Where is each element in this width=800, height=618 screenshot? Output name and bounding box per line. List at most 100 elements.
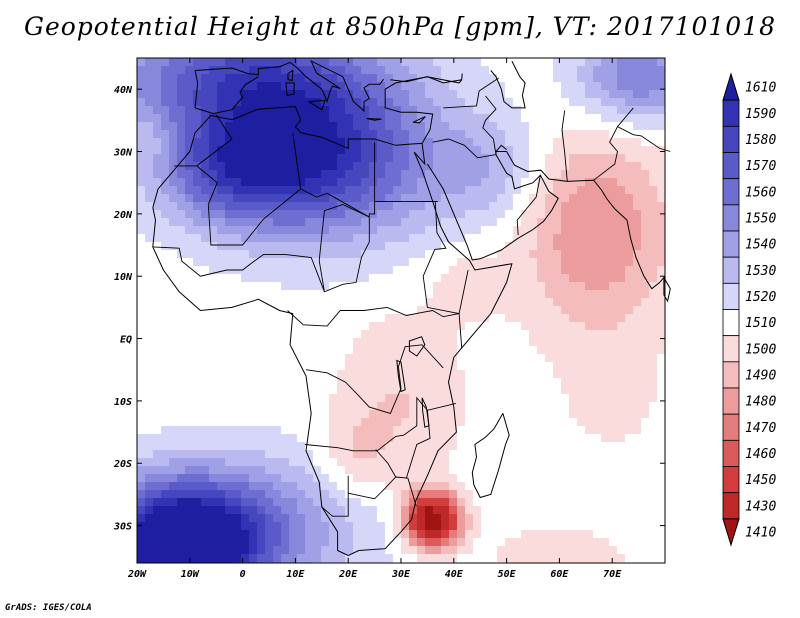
field-cell <box>537 322 545 330</box>
field-cell <box>425 554 433 562</box>
field-cell <box>305 378 313 386</box>
field-cell <box>265 138 273 146</box>
field-cell <box>497 314 505 322</box>
field-cell <box>249 466 257 474</box>
field-cell <box>481 490 489 498</box>
field-cell <box>633 362 641 370</box>
field-cell <box>137 458 145 466</box>
field-cell <box>265 370 273 378</box>
field-cell <box>385 178 393 186</box>
field-cell <box>609 290 617 298</box>
field-cell <box>401 522 409 530</box>
field-cell <box>201 202 209 210</box>
field-cell <box>393 218 401 226</box>
field-cell <box>633 554 641 562</box>
field-cell <box>633 106 641 114</box>
field-cell <box>145 442 153 450</box>
field-cell <box>177 322 185 330</box>
field-cell <box>537 250 545 258</box>
field-cell <box>169 162 177 170</box>
field-cell <box>353 138 361 146</box>
field-cell <box>649 554 657 562</box>
field-cell <box>305 138 313 146</box>
field-cell <box>169 370 177 378</box>
field-cell <box>473 546 481 554</box>
field-cell <box>481 218 489 226</box>
field-cell <box>273 546 281 554</box>
field-cell <box>449 290 457 298</box>
field-cell <box>617 546 625 554</box>
field-cell <box>345 402 353 410</box>
field-cell <box>505 146 513 154</box>
field-cell <box>633 346 641 354</box>
field-cell <box>257 394 265 402</box>
field-cell <box>561 186 569 194</box>
field-cell <box>425 106 433 114</box>
field-cell <box>377 154 385 162</box>
colorbar-label: 1410 <box>745 526 776 541</box>
field-cell <box>169 210 177 218</box>
field-cell <box>241 546 249 554</box>
field-cell <box>185 74 193 82</box>
field-cell <box>385 410 393 418</box>
field-cell <box>177 354 185 362</box>
field-cell <box>385 482 393 490</box>
field-cell <box>297 266 305 274</box>
field-cell <box>553 122 561 130</box>
field-cell <box>233 354 241 362</box>
country-border <box>196 132 302 246</box>
field-cell <box>521 114 529 122</box>
field-cell <box>265 450 273 458</box>
field-cell <box>281 178 289 186</box>
field-cell <box>657 146 665 154</box>
field-cell <box>505 138 513 146</box>
field-cell <box>193 234 201 242</box>
field-cell <box>577 362 585 370</box>
field-cell <box>265 290 273 298</box>
field-cell <box>441 74 449 82</box>
field-cell <box>401 146 409 154</box>
field-cell <box>345 98 353 106</box>
field-cell <box>217 138 225 146</box>
field-cell <box>457 434 465 442</box>
colorbar-label: 1430 <box>745 499 776 514</box>
field-cell <box>273 482 281 490</box>
field-cell <box>193 394 201 402</box>
field-cell <box>281 538 289 546</box>
field-cell <box>465 330 473 338</box>
field-cell <box>537 546 545 554</box>
field-cell <box>561 178 569 186</box>
field-cell <box>217 130 225 138</box>
field-cell <box>641 514 649 522</box>
field-cell <box>337 378 345 386</box>
field-cell <box>433 418 441 426</box>
field-cell <box>545 514 553 522</box>
field-cell <box>161 290 169 298</box>
field-cell <box>249 378 257 386</box>
field-cell <box>265 66 273 74</box>
field-cell <box>569 370 577 378</box>
field-cell <box>289 250 297 258</box>
field-cell <box>281 442 289 450</box>
field-cell <box>185 258 193 266</box>
field-cell <box>313 434 321 442</box>
field-cell <box>161 522 169 530</box>
field-cell <box>641 130 649 138</box>
field-cell <box>473 378 481 386</box>
field-cell <box>201 194 209 202</box>
field-cell <box>417 226 425 234</box>
field-cell <box>217 378 225 386</box>
field-cell <box>441 274 449 282</box>
field-cell <box>241 370 249 378</box>
field-cell <box>201 426 209 434</box>
field-cell <box>145 162 153 170</box>
field-cell <box>225 258 233 266</box>
field-cell <box>601 370 609 378</box>
field-cell <box>321 370 329 378</box>
field-cell <box>449 482 457 490</box>
field-cell <box>217 250 225 258</box>
field-cell <box>313 514 321 522</box>
field-cell <box>553 154 561 162</box>
field-cell <box>625 466 633 474</box>
field-cell <box>209 322 217 330</box>
